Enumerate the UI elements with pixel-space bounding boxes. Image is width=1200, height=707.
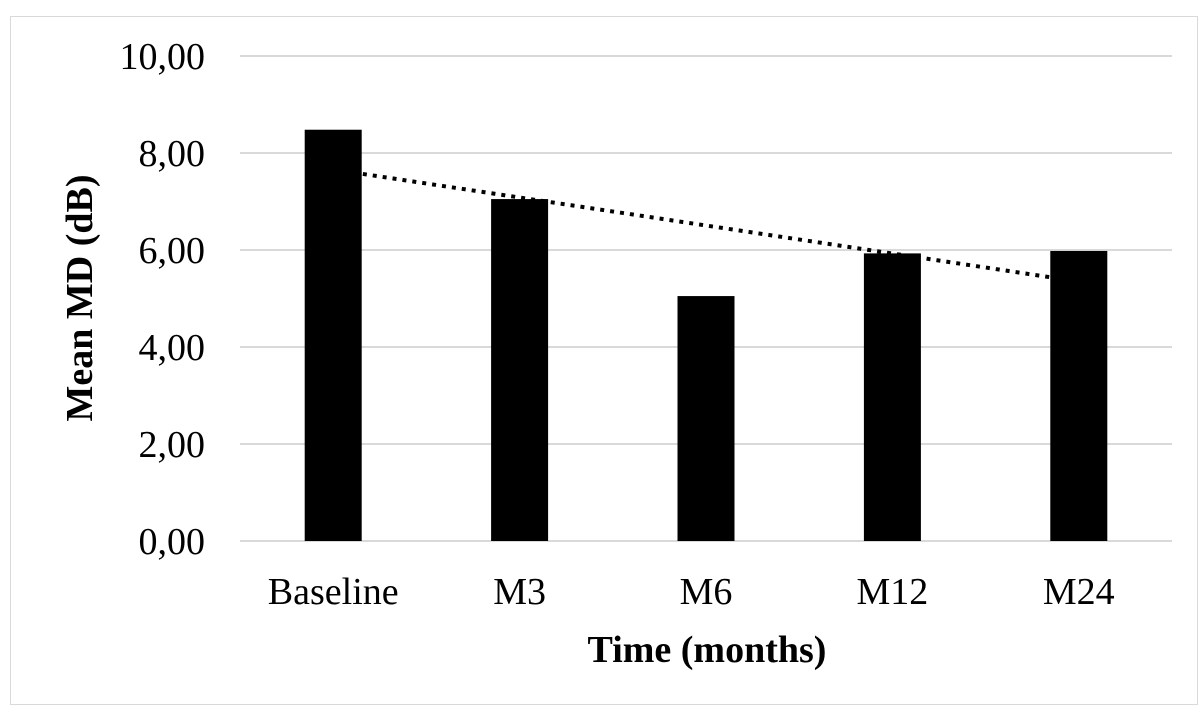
trendline-group	[332, 167, 1080, 284]
bar	[304, 129, 362, 541]
y-tick-labels: 0,00 2,00 4,00 6,00 8,00 10,00	[120, 36, 206, 563]
y-tick-label: 8,00	[139, 133, 206, 175]
y-tick-label: 10,00	[120, 36, 206, 78]
x-tick-label: M12	[857, 571, 929, 613]
y-tick-label: 6,00	[139, 230, 206, 272]
y-axis-title: Mean MD (dB)	[59, 175, 101, 422]
chart-frame	[10, 16, 1198, 705]
x-axis-title: Time (months)	[588, 629, 827, 671]
bars	[304, 129, 1108, 541]
x-tick-label: M24	[1043, 571, 1115, 613]
bar	[491, 199, 549, 541]
x-tick-label: M6	[680, 571, 733, 613]
bar	[677, 296, 735, 541]
bar	[863, 253, 921, 541]
y-tick-label: 4,00	[139, 327, 206, 369]
gridlines	[240, 55, 1172, 542]
x-tick-label: M3	[493, 571, 546, 613]
y-tick-label: 2,00	[139, 424, 206, 466]
x-tick-labels: Baseline M3 M6 M12 M24	[268, 571, 1115, 613]
trendline	[332, 167, 1080, 284]
y-tick-label: 0,00	[139, 521, 206, 563]
x-tick-label: Baseline	[268, 571, 399, 613]
bar	[1050, 250, 1108, 541]
